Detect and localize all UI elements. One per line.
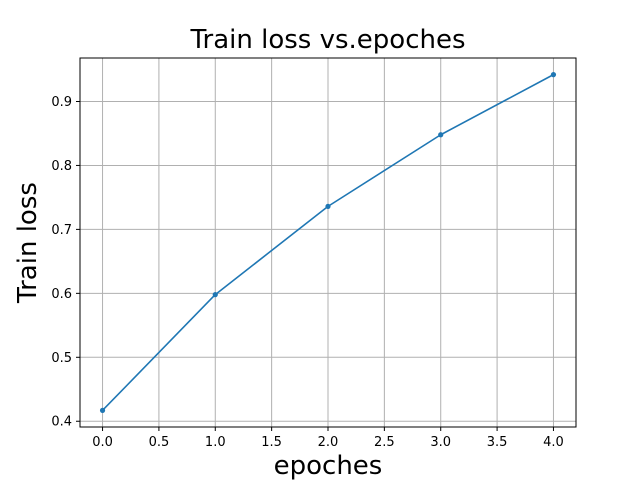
y-tick-label: 0.8 (51, 159, 72, 174)
data-point (550, 72, 557, 78)
x-tick-label: 2.5 (374, 435, 395, 450)
y-tick-label: 0.5 (51, 351, 72, 366)
axis-ticks: 0.0 0.5 1.0 1.5 2.0 2.5 3.0 3.5 4.0 0.4 0.5 0.6 0.7 0… (51, 95, 563, 450)
data-point (438, 132, 444, 138)
chart-title: Train loss vs.epoches (189, 25, 465, 55)
x-tick-label: 3.0 (430, 435, 451, 450)
x-tick-label: 0.0 (92, 435, 113, 450)
series-group (99, 72, 557, 413)
y-tick-label: 0.4 (51, 415, 72, 430)
x-axis-label: epoches (274, 451, 383, 480)
x-tick-label: 2.0 (318, 435, 339, 450)
x-tick-label: 0.5 (149, 435, 170, 450)
y-tick-label: 0.9 (51, 95, 72, 110)
data-point (325, 203, 331, 209)
x-tick-label: 3.5 (487, 435, 508, 450)
y-tick-label: 0.7 (51, 223, 72, 238)
grid-lines (80, 58, 576, 427)
x-tick-label: 1.5 (261, 435, 282, 450)
data-point (99, 407, 106, 413)
data-point (212, 292, 218, 298)
y-tick-label: 0.6 (51, 287, 72, 302)
x-tick-label: 1.0 (205, 435, 226, 450)
x-tick-label: 4.0 (543, 435, 564, 450)
y-axis-label: Train loss (13, 182, 43, 304)
